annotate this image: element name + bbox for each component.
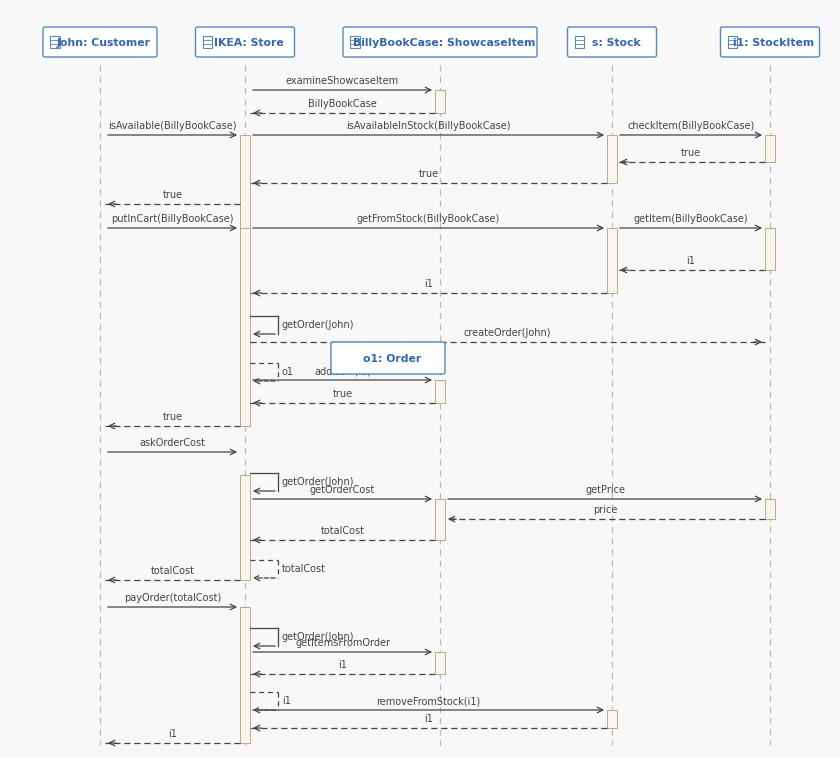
FancyBboxPatch shape: [331, 342, 445, 374]
Text: true: true: [418, 169, 438, 179]
Text: i1: i1: [424, 279, 433, 289]
Bar: [765, 228, 775, 270]
Text: askOrderCost: askOrderCost: [139, 438, 206, 448]
Text: removeFromStock(i1): removeFromStock(i1): [376, 696, 480, 706]
FancyBboxPatch shape: [196, 27, 295, 57]
Text: getOrder(John): getOrder(John): [282, 632, 354, 642]
Bar: [338, 353, 348, 363]
Text: examineShowcaseItem: examineShowcaseItem: [286, 76, 399, 86]
Bar: [240, 475, 250, 580]
Bar: [350, 36, 360, 48]
Bar: [240, 228, 250, 426]
FancyBboxPatch shape: [343, 27, 537, 57]
Text: isAvailableInStock(BillyBookCase): isAvailableInStock(BillyBookCase): [346, 121, 511, 131]
Text: true: true: [162, 412, 182, 422]
Bar: [727, 36, 738, 48]
Bar: [765, 135, 775, 162]
Text: price: price: [593, 505, 617, 515]
Text: o1: o1: [282, 367, 294, 377]
Text: checkItem(BillyBookCase): checkItem(BillyBookCase): [627, 121, 754, 131]
Bar: [435, 90, 445, 113]
Text: totalCost: totalCost: [321, 526, 365, 536]
Text: addItem(i1): addItem(i1): [314, 366, 371, 376]
Text: true: true: [333, 389, 353, 399]
Text: i1: i1: [424, 714, 433, 724]
Bar: [765, 499, 775, 519]
Text: getOrderCost: getOrderCost: [310, 485, 375, 495]
Text: BillyBookCase: ShowcaseItem: BillyBookCase: ShowcaseItem: [353, 38, 535, 48]
Bar: [435, 499, 445, 540]
Text: i1: StockItem: i1: StockItem: [733, 38, 815, 48]
Text: s: Stock: s: Stock: [591, 38, 640, 48]
Text: totalCost: totalCost: [150, 566, 195, 576]
Bar: [607, 228, 617, 293]
FancyBboxPatch shape: [43, 27, 157, 57]
Bar: [240, 607, 250, 743]
Text: John: Customer: John: Customer: [57, 38, 151, 48]
Text: i1: i1: [282, 696, 291, 706]
Text: getFromStock(BillyBookCase): getFromStock(BillyBookCase): [357, 214, 500, 224]
Text: o1: Order: o1: Order: [363, 354, 421, 364]
Bar: [240, 135, 250, 426]
Text: createOrder(John): createOrder(John): [464, 328, 551, 338]
Text: IKEA: Store: IKEA: Store: [214, 38, 284, 48]
Text: BillyBookCase: BillyBookCase: [308, 99, 377, 109]
Text: i1: i1: [686, 256, 696, 266]
Text: getItem(BillyBookCase): getItem(BillyBookCase): [633, 214, 748, 224]
Text: isAvailable(BillyBookCase): isAvailable(BillyBookCase): [108, 121, 237, 131]
FancyBboxPatch shape: [721, 27, 820, 57]
Text: getOrder(John): getOrder(John): [282, 320, 354, 330]
Bar: [607, 135, 617, 183]
Text: putInCart(BillyBookCase): putInCart(BillyBookCase): [111, 214, 234, 224]
Bar: [607, 710, 617, 728]
Bar: [575, 36, 584, 48]
Bar: [435, 380, 445, 403]
Text: getPrice: getPrice: [585, 485, 625, 495]
Text: totalCost: totalCost: [282, 564, 326, 574]
Bar: [50, 36, 60, 48]
Text: i1: i1: [168, 729, 177, 739]
FancyBboxPatch shape: [568, 27, 657, 57]
Text: true: true: [681, 148, 701, 158]
Text: true: true: [162, 190, 182, 200]
Text: getOrder(John): getOrder(John): [282, 477, 354, 487]
Bar: [435, 652, 445, 674]
Text: payOrder(totalCost): payOrder(totalCost): [123, 593, 221, 603]
Bar: [202, 36, 212, 48]
Text: getItemsFromOrder: getItemsFromOrder: [295, 638, 390, 648]
Text: i1: i1: [338, 660, 347, 670]
